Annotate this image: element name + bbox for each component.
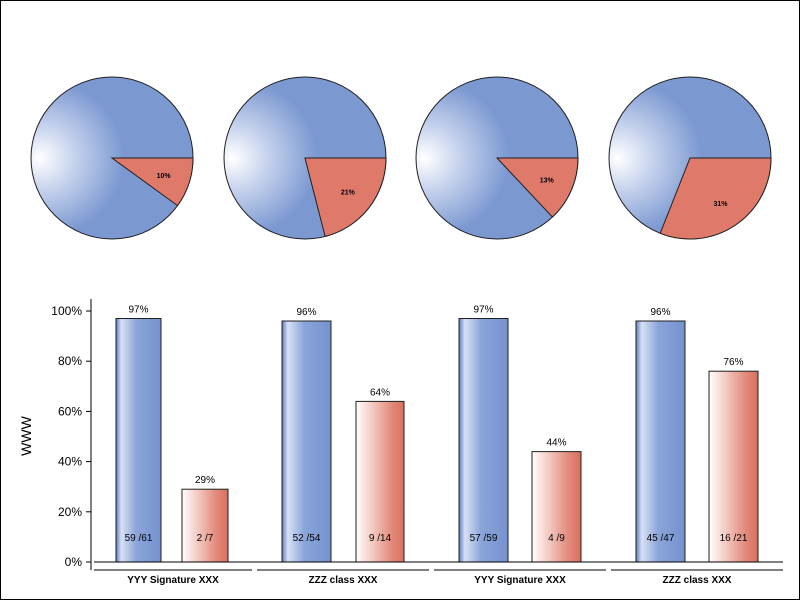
- y-tick-label: 40%: [58, 455, 82, 469]
- bar-value-label: 76%: [723, 357, 743, 368]
- pie-slice-minor: [495, 157, 579, 218]
- y-tick-label: 80%: [58, 354, 82, 368]
- bar-count-label: 45 /47: [647, 533, 675, 544]
- bar-blue: [458, 318, 509, 563]
- bar-blue: [281, 320, 332, 563]
- y-axis-label: WWW: [18, 415, 34, 455]
- pie-slice-minor: [304, 157, 387, 238]
- bar-count-label: 16 /21: [720, 533, 748, 544]
- y-tick-label: 20%: [58, 505, 82, 519]
- bar-count-label: 4 /9: [548, 533, 565, 544]
- pie-slice-minor: [110, 157, 194, 207]
- bar-blue: [115, 318, 162, 563]
- bar-red: [531, 451, 582, 563]
- bar-chart: WWW 0% 20% 40% 60% 80% 100% 97% 59 /61 29% 2 /7 YY…: [18, 299, 783, 586]
- pie-slice-label: 21%: [341, 189, 356, 196]
- bar-red: [355, 400, 405, 563]
- category-label: YYY Signature XXX: [127, 575, 219, 586]
- category-label: ZZZ class XXX: [663, 575, 732, 586]
- y-tick-label: 60%: [58, 404, 82, 418]
- category-label: YYY Signature XXX: [474, 575, 566, 586]
- bar-value-label: 64%: [370, 387, 390, 398]
- pie-slice-label: 31%: [713, 201, 728, 208]
- bar-count-label: 9 /14: [369, 533, 392, 544]
- pie-slice-label: 10%: [157, 173, 172, 180]
- y-tick-label: 100%: [51, 304, 82, 318]
- pie-slice-minor: [659, 157, 772, 240]
- bar-red: [181, 488, 229, 563]
- bar-value-label: 97%: [128, 305, 148, 316]
- bar-count-label: 57 /59: [470, 533, 498, 544]
- bar-value-label: 29%: [195, 475, 215, 486]
- bar-count-label: 59 /61: [125, 533, 153, 544]
- bar-value-label: 44%: [546, 438, 566, 449]
- category-label: ZZZ class XXX: [309, 575, 378, 586]
- bar-value-label: 96%: [650, 307, 670, 318]
- bar-value-label: 96%: [296, 307, 316, 318]
- bar-blue: [635, 320, 686, 563]
- bar-count-label: 2 /7: [197, 533, 214, 544]
- bar-red: [708, 370, 759, 563]
- bar-value-label: 97%: [473, 305, 493, 316]
- bar-count-label: 52 /54: [293, 533, 321, 544]
- pie-charts-row: 10% 21% 13% 31%: [30, 76, 772, 240]
- pie-slice-label: 13%: [540, 178, 555, 185]
- y-tick-label: 0%: [65, 555, 83, 569]
